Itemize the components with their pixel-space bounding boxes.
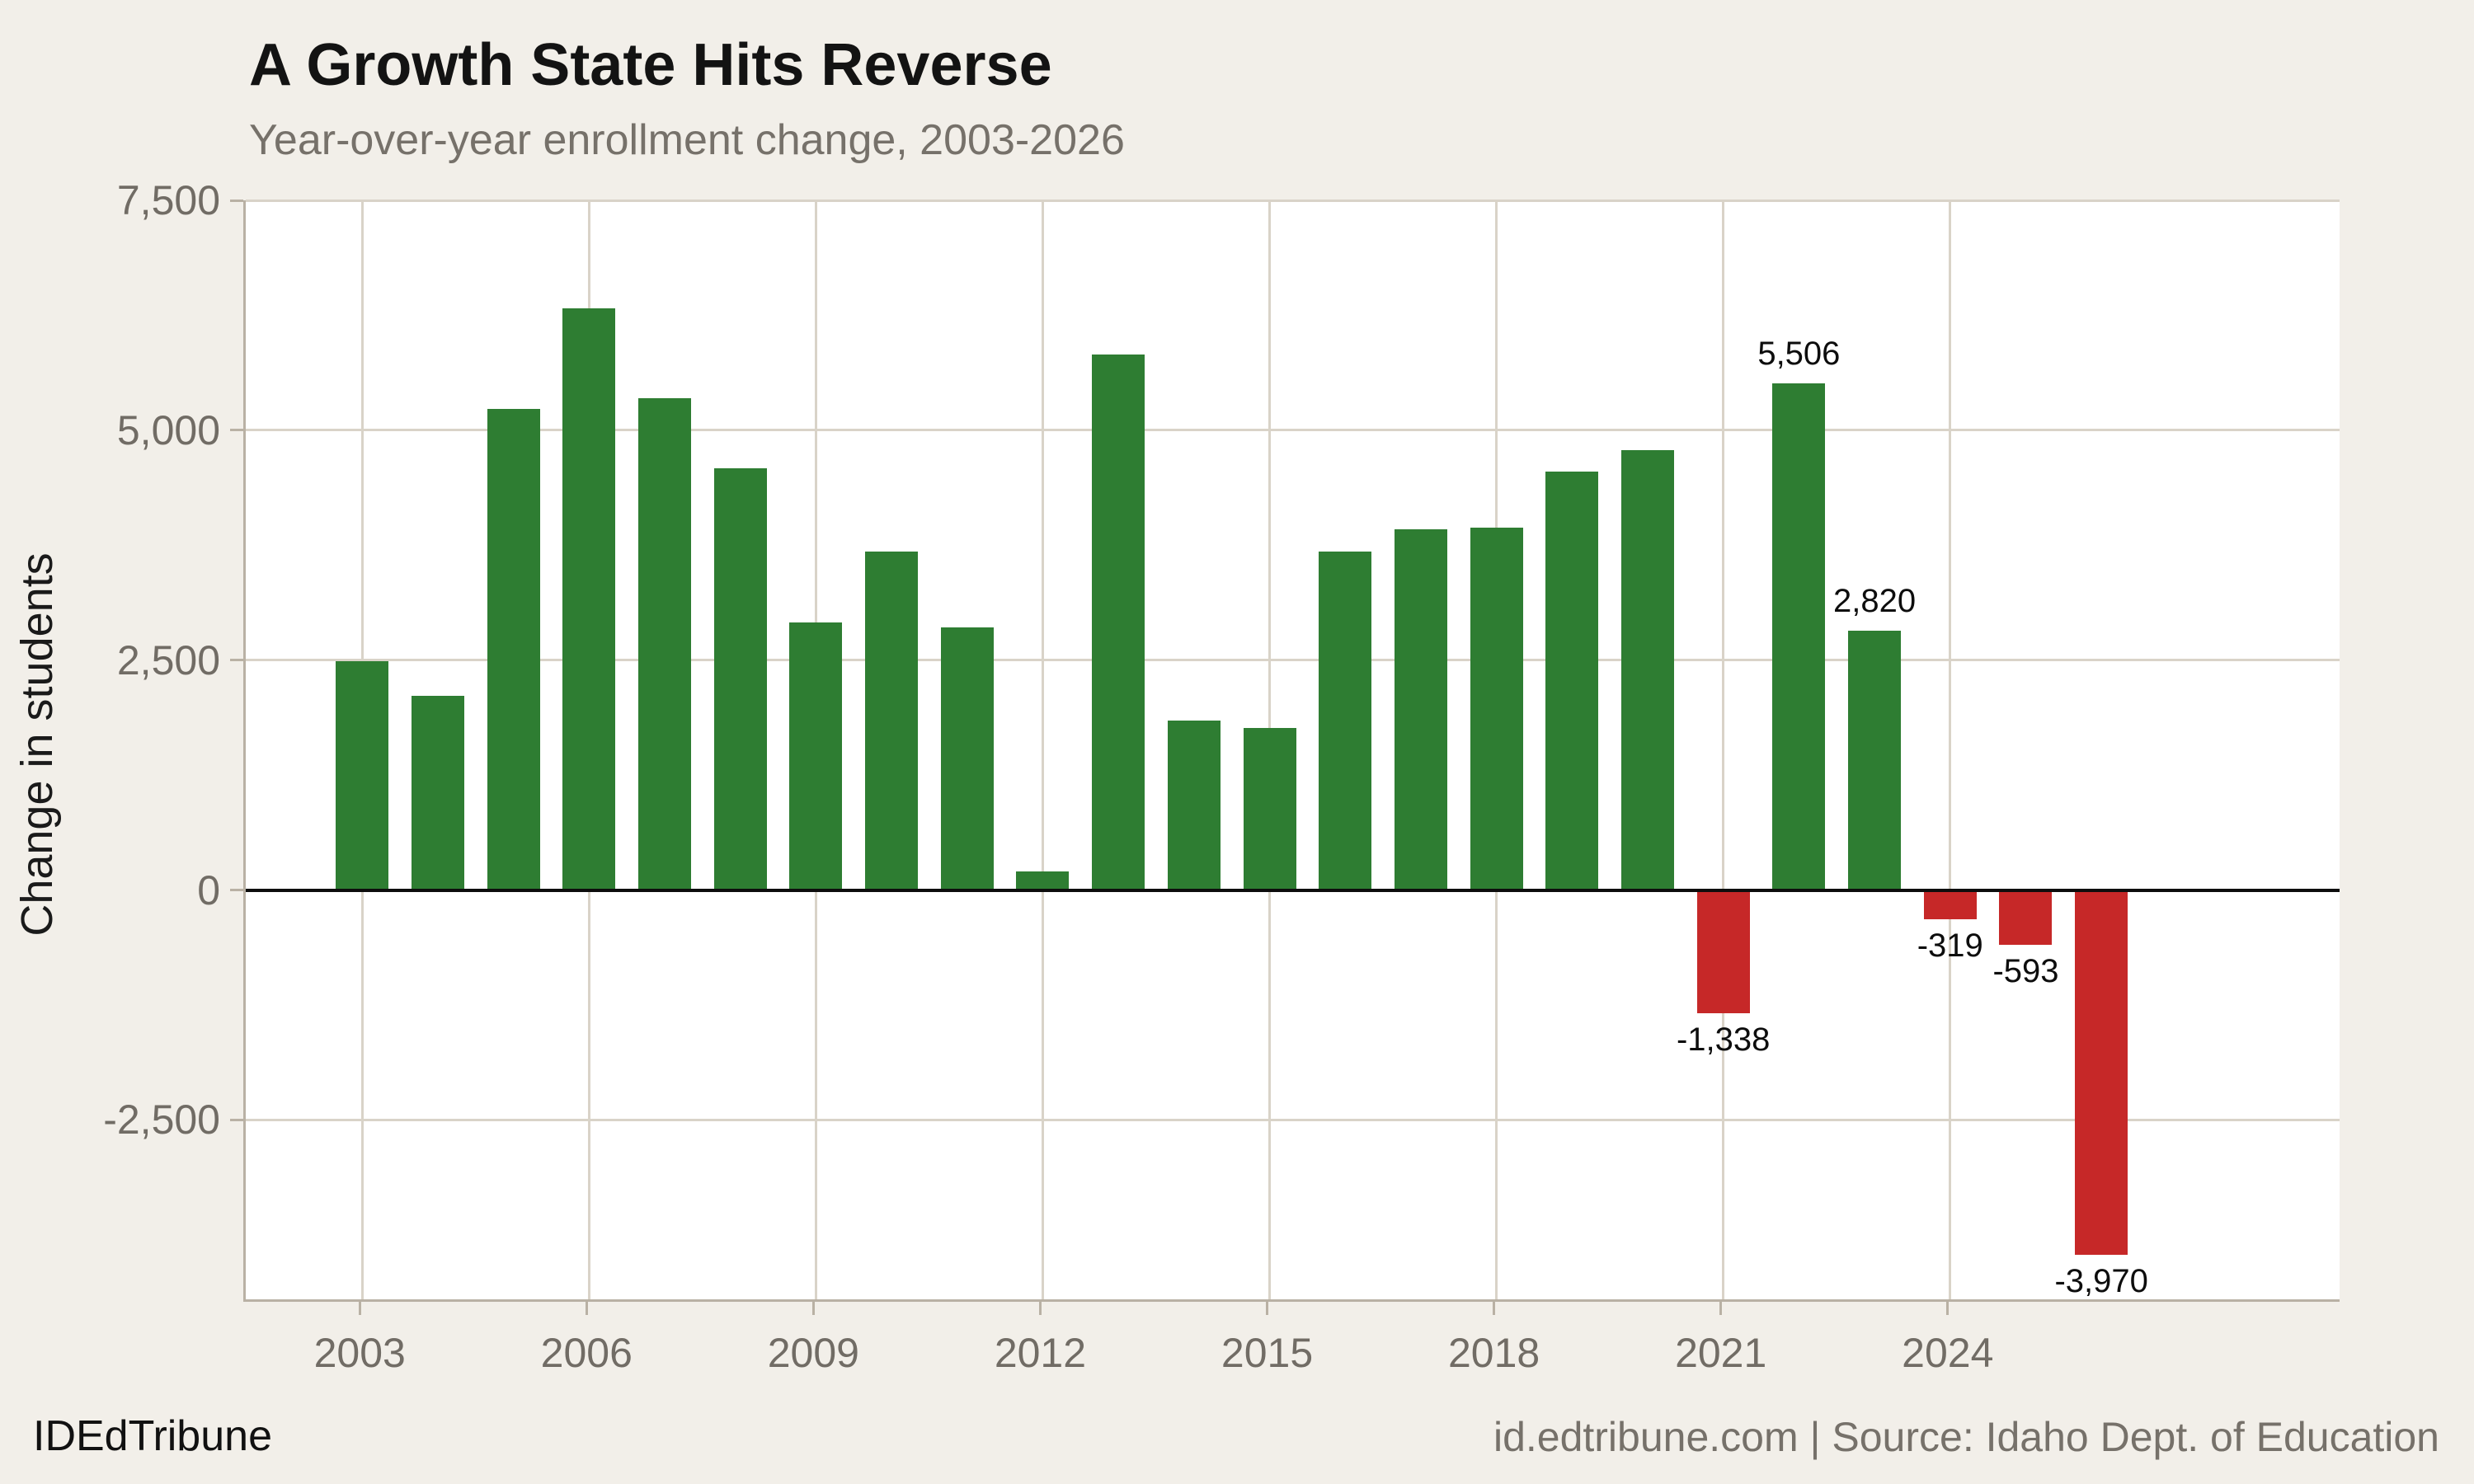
bar-2024 <box>1923 891 1977 920</box>
y-tick-label: -2,500 <box>103 1097 220 1144</box>
y-tick-label: 0 <box>197 866 220 913</box>
bar-2018 <box>1470 528 1523 890</box>
bar-value-label: -593 <box>1992 952 2059 989</box>
bar-2006 <box>562 308 616 890</box>
y-axis-title: Change in students <box>12 552 62 937</box>
x-gridline <box>1722 200 1725 1299</box>
bar-2009 <box>789 622 843 890</box>
x-tick <box>1038 1302 1042 1315</box>
bar-2023 <box>1848 631 1902 890</box>
x-tick-label: 2021 <box>1675 1330 1767 1376</box>
y-tick-label: 5,000 <box>116 406 220 453</box>
plot-area: -1,338 5,506 2,820 -319 -593 -3,970 <box>243 199 2340 1302</box>
footer-source: id.edtribune.com | Source: Idaho Dept. o… <box>1493 1414 2439 1460</box>
bar-2022 <box>1772 383 1826 890</box>
bar-2014 <box>1167 721 1221 890</box>
bar-2020 <box>1621 450 1674 890</box>
y-gridline <box>246 1118 2340 1121</box>
x-tick <box>1719 1302 1723 1315</box>
x-gridline <box>1949 200 1952 1299</box>
bar-value-label: 5,506 <box>1757 336 1841 373</box>
bar-value-label: 2,820 <box>1833 583 1917 620</box>
bar-2007 <box>637 397 691 890</box>
x-tick <box>1946 1302 1950 1315</box>
y-gridline <box>246 199 2340 202</box>
bar-value-label: -3,970 <box>2054 1263 2148 1300</box>
y-tick <box>230 1118 243 1121</box>
x-tick-label: 2003 <box>313 1330 406 1376</box>
bar-2004 <box>411 696 464 890</box>
x-gridline <box>1041 200 1044 1299</box>
bar-2008 <box>713 467 767 890</box>
footer-brand: IDEdTribune <box>33 1412 272 1460</box>
bar-2012 <box>1016 871 1070 890</box>
y-gridline <box>246 659 2340 662</box>
x-tick <box>358 1302 361 1315</box>
x-tick-label: 2024 <box>1902 1330 1994 1376</box>
bar-value-label: -319 <box>1917 928 1983 965</box>
bar-2019 <box>1545 472 1599 890</box>
y-gridline <box>246 429 2340 432</box>
y-tick <box>230 659 243 662</box>
bar-2016 <box>1319 552 1372 890</box>
bar-2003 <box>336 660 389 890</box>
y-tick-label: 2,500 <box>116 636 220 683</box>
bar-2026 <box>2075 891 2128 1256</box>
x-tick-label: 2009 <box>767 1330 859 1376</box>
y-tick <box>230 889 243 892</box>
x-tick-label: 2006 <box>540 1330 633 1376</box>
x-tick-label: 2018 <box>1447 1330 1540 1376</box>
y-tick <box>230 429 243 432</box>
bar-value-label: -1,338 <box>1676 1021 1771 1058</box>
y-tick-label: 7,500 <box>116 177 220 223</box>
bar-2017 <box>1394 529 1447 890</box>
x-tick <box>1493 1302 1496 1315</box>
chart-title: A Growth State Hits Reverse <box>249 32 1052 98</box>
x-tick <box>1266 1302 1269 1315</box>
bar-2021 <box>1696 891 1750 1013</box>
bar-2010 <box>865 552 919 890</box>
x-tick <box>585 1302 588 1315</box>
x-tick-label: 2015 <box>1221 1330 1314 1376</box>
y-tick <box>230 199 243 202</box>
bar-2011 <box>940 627 994 890</box>
chart-subtitle: Year-over-year enrollment change, 2003-2… <box>249 116 1125 164</box>
x-tick-label: 2012 <box>994 1330 1087 1376</box>
bar-2005 <box>487 409 540 890</box>
bar-2013 <box>1092 355 1145 890</box>
bar-2015 <box>1243 728 1296 890</box>
zero-line <box>246 888 2340 892</box>
x-tick <box>811 1302 815 1315</box>
bar-2025 <box>1999 891 2053 945</box>
